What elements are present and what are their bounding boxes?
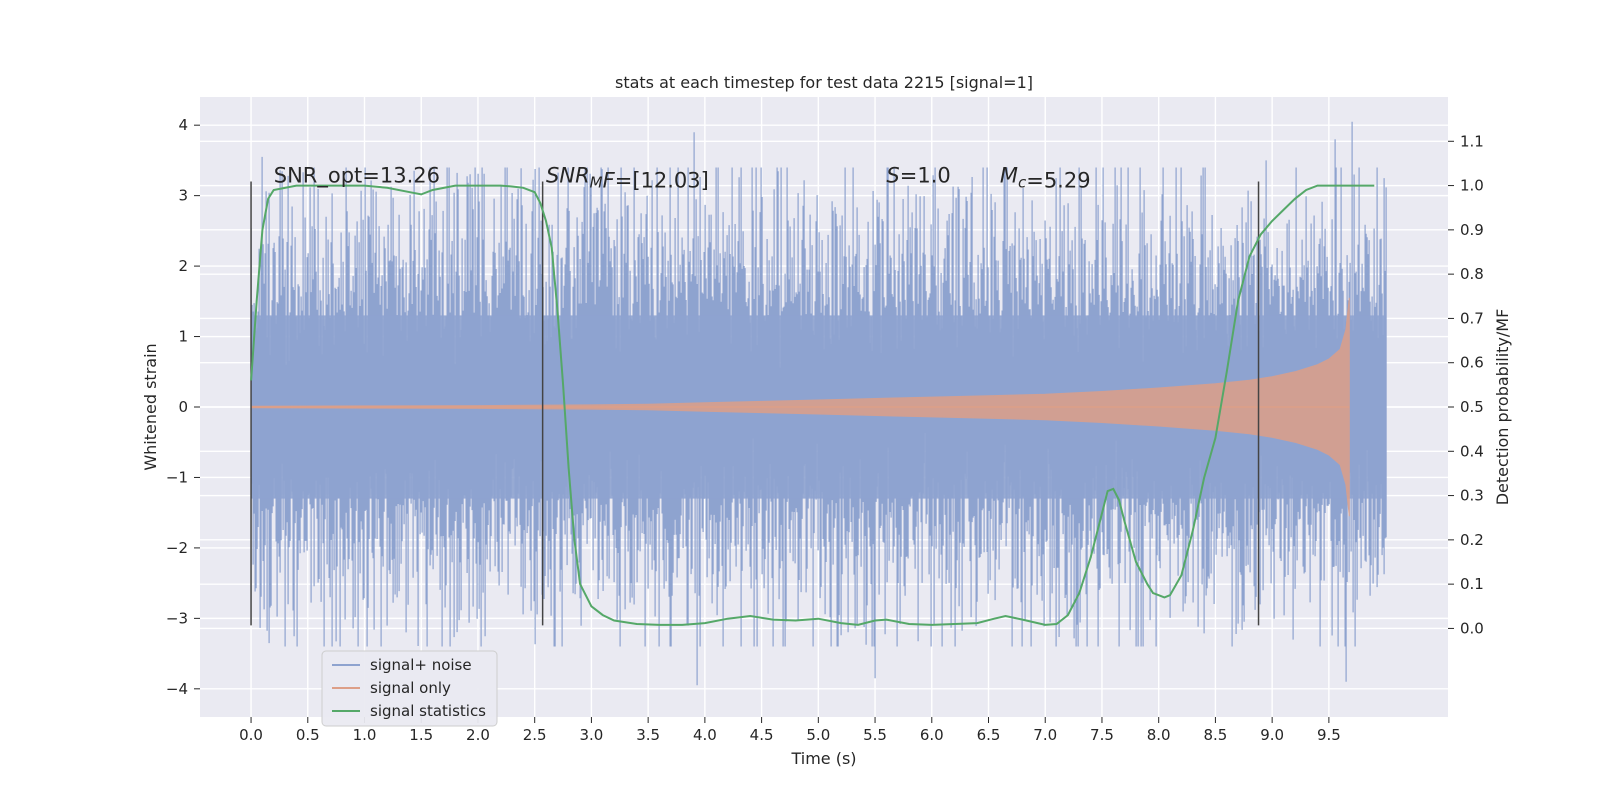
annotation-text: SNR_opt=13.26 xyxy=(274,164,440,189)
x-tick-label: 5.5 xyxy=(863,726,887,744)
annotation-text: SNRMF=[12.03] xyxy=(546,164,709,193)
x-tick-label: 2.0 xyxy=(466,726,490,744)
signal-statistics-line xyxy=(250,184,1375,626)
x-tick-label: 2.5 xyxy=(523,726,547,744)
y-tick-label-left: 0 xyxy=(178,398,188,416)
x-tick-label: 3.0 xyxy=(579,726,603,744)
x-axis-label: Time (s) xyxy=(790,749,856,768)
x-tick-label: 8.5 xyxy=(1203,726,1227,744)
y-tick-label-right: 0.6 xyxy=(1460,354,1484,372)
x-tick-label: 7.5 xyxy=(1090,726,1114,744)
y-tick-label-right: 0.7 xyxy=(1460,309,1484,327)
legend-label: signal only xyxy=(370,679,451,697)
y-tick-label-right: 0.2 xyxy=(1460,531,1484,549)
y-axis-right-ticks: 0.0 0.1 0.2 0.3 0.4 0.5 0.6 0.7 0.8 0.9 1.0 1.1 xyxy=(1448,132,1484,637)
y-tick-label-left: −1 xyxy=(166,468,188,486)
y-tick-label-right: 0.8 xyxy=(1460,265,1484,283)
x-tick-label: 0.0 xyxy=(239,726,263,744)
y-tick-label-right: 0.9 xyxy=(1460,221,1484,239)
y-tick-label-right: 0.1 xyxy=(1460,575,1484,593)
y-axis-left-label: Whitened strain xyxy=(141,343,160,470)
x-tick-label: 0.5 xyxy=(296,726,320,744)
x-tick-label: 8.0 xyxy=(1147,726,1171,744)
x-tick-label: 6.5 xyxy=(977,726,1001,744)
x-tick-label: 7.0 xyxy=(1033,726,1057,744)
signal-statistics-series xyxy=(250,184,1375,626)
x-tick-label: 3.5 xyxy=(636,726,660,744)
x-tick-label: 1.0 xyxy=(353,726,377,744)
y-tick-label-left: 2 xyxy=(178,257,188,275)
y-tick-label-right: 0.3 xyxy=(1460,487,1484,505)
marker-lines xyxy=(250,181,1260,626)
y-tick-label-left: 4 xyxy=(178,116,188,134)
annotations: SNR_opt=13.26 SNRMF=[12.03] S=1.0 Mc=5.29 xyxy=(274,164,1091,193)
y-tick-label-left: −3 xyxy=(166,609,188,627)
y-tick-label-left: −2 xyxy=(166,539,188,557)
y-tick-label-right: 1.1 xyxy=(1460,132,1484,150)
legend-box xyxy=(321,650,498,727)
y-axis-left-ticks: −4 −3 −2 −1 0 1 2 3 4 xyxy=(166,116,200,698)
x-tick-label: 1.5 xyxy=(409,726,433,744)
x-tick-label: 6.0 xyxy=(920,726,944,744)
legend-label: signal+ noise xyxy=(370,656,472,674)
y-tick-label-right: 0.4 xyxy=(1460,442,1484,460)
x-tick-label: 5.0 xyxy=(806,726,830,744)
x-tick-label: 9.5 xyxy=(1317,726,1341,744)
legend-label: signal statistics xyxy=(370,702,486,720)
y-tick-label-left: 3 xyxy=(178,187,188,205)
x-tick-label: 9.0 xyxy=(1260,726,1284,744)
chart-title: stats at each timestep for test data 221… xyxy=(615,73,1033,92)
annotation-text: Mc=5.29 xyxy=(1000,164,1091,193)
y-tick-label-right: 0.5 xyxy=(1460,398,1484,416)
x-tick-label: 4.0 xyxy=(693,726,717,744)
y-tick-label-left: −4 xyxy=(166,680,188,698)
annotation-text: S=1.0 xyxy=(886,164,950,188)
x-tick-label: 4.5 xyxy=(750,726,774,744)
y-tick-label-right: 0.0 xyxy=(1460,619,1484,637)
y-axis-right-label: Detection probability/MF xyxy=(1493,309,1512,506)
legend: signal+ noise signal only signal statistic… xyxy=(321,650,498,727)
y-tick-label-left: 1 xyxy=(178,328,188,346)
signal-only-series xyxy=(250,297,1350,517)
y-tick-label-right: 1.0 xyxy=(1460,177,1484,195)
x-axis-ticks: 0.0 0.5 1.0 1.5 2.0 2.5 3.0 3.5 4.0 4.5 5.0 5.5 6.0 6… xyxy=(239,717,1341,744)
